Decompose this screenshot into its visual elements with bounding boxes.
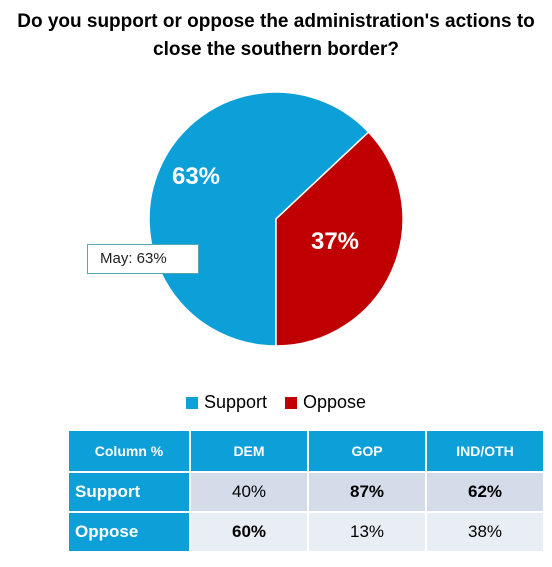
table-cell: 60%	[189, 511, 309, 553]
row-label-oppose: Oppose	[67, 511, 191, 553]
table-row: Oppose 60% 13% 38%	[67, 511, 545, 553]
table-cell: 38%	[425, 511, 545, 553]
table-header-row: Column % DEM GOP IND/OTH	[67, 429, 545, 473]
table-cell: 13%	[307, 511, 427, 553]
legend-swatch-support	[185, 396, 198, 409]
chart-title: Do you support or oppose the administrat…	[17, 11, 535, 60]
table-header-cell: GOP	[307, 429, 427, 473]
legend-item-oppose: Oppose	[285, 392, 366, 413]
table-header-cell: IND/OTH	[425, 429, 545, 473]
row-label-support: Support	[67, 471, 191, 513]
table-header-cell: Column %	[67, 429, 191, 473]
table-header-cell: DEM	[189, 429, 309, 473]
pie-label-oppose: 37%	[311, 228, 359, 255]
legend-label-support: Support	[203, 392, 267, 412]
pie-label-support: 63%	[172, 163, 220, 190]
table-cell: 62%	[425, 471, 545, 513]
table-row: Support 40% 87% 62%	[67, 471, 545, 513]
pie-slice-oppose	[275, 131, 404, 347]
table-cell: 40%	[189, 471, 309, 513]
may-callout: May: 63%	[87, 244, 199, 274]
pie-slice-support	[148, 91, 370, 347]
legend-item-support: Support	[185, 392, 267, 413]
legend-label-oppose: Oppose	[303, 392, 367, 412]
crosstab-table: Column % DEM GOP IND/OTH Support 40% 87%…	[67, 429, 545, 553]
table-cell: 87%	[307, 471, 427, 513]
legend: Support Oppose	[0, 392, 552, 413]
pie-chart: 63% 37%	[148, 91, 404, 347]
legend-swatch-oppose	[285, 396, 297, 409]
